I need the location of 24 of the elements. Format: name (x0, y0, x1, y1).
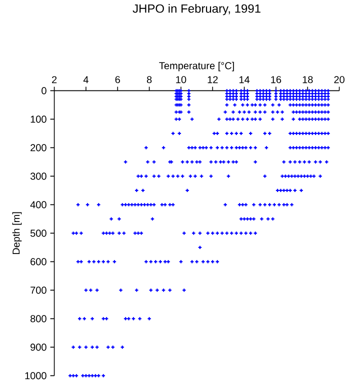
x-tick-label: 8 (146, 76, 152, 84)
y-tick-label: 300 (30, 172, 46, 180)
y-tick-label: 800 (30, 315, 46, 322)
y-tick-label: 500 (30, 230, 46, 237)
y-tick-label: 600 (30, 258, 46, 266)
x-tick-label: 2 (52, 76, 57, 84)
y-tick-label: 200 (30, 144, 46, 152)
y-tick-label: 1000 (25, 372, 46, 380)
x-tick-label: 12 (208, 76, 218, 84)
x-tick-label: 4 (83, 76, 88, 84)
y-tick-label: 0 (42, 87, 46, 94)
y-tick-label: 100 (30, 116, 46, 123)
x-tick-label: 14 (240, 76, 250, 84)
x-tick-label: 6 (115, 76, 120, 84)
chart-title: JHPO in February, 1991 (132, 4, 260, 16)
y-tick-label: 400 (30, 201, 46, 208)
y-tick-label: 700 (30, 286, 46, 294)
x-tick-label: 20 (334, 76, 344, 84)
x-tick-label: 18 (302, 76, 313, 84)
x-axis-title: Temperature [°C] (159, 62, 234, 72)
y-axis-title: Depth [m] (12, 212, 22, 254)
x-tick-label: 10 (176, 76, 186, 84)
y-tick-label: 900 (30, 344, 46, 351)
x-tick-label: 16 (271, 76, 282, 84)
